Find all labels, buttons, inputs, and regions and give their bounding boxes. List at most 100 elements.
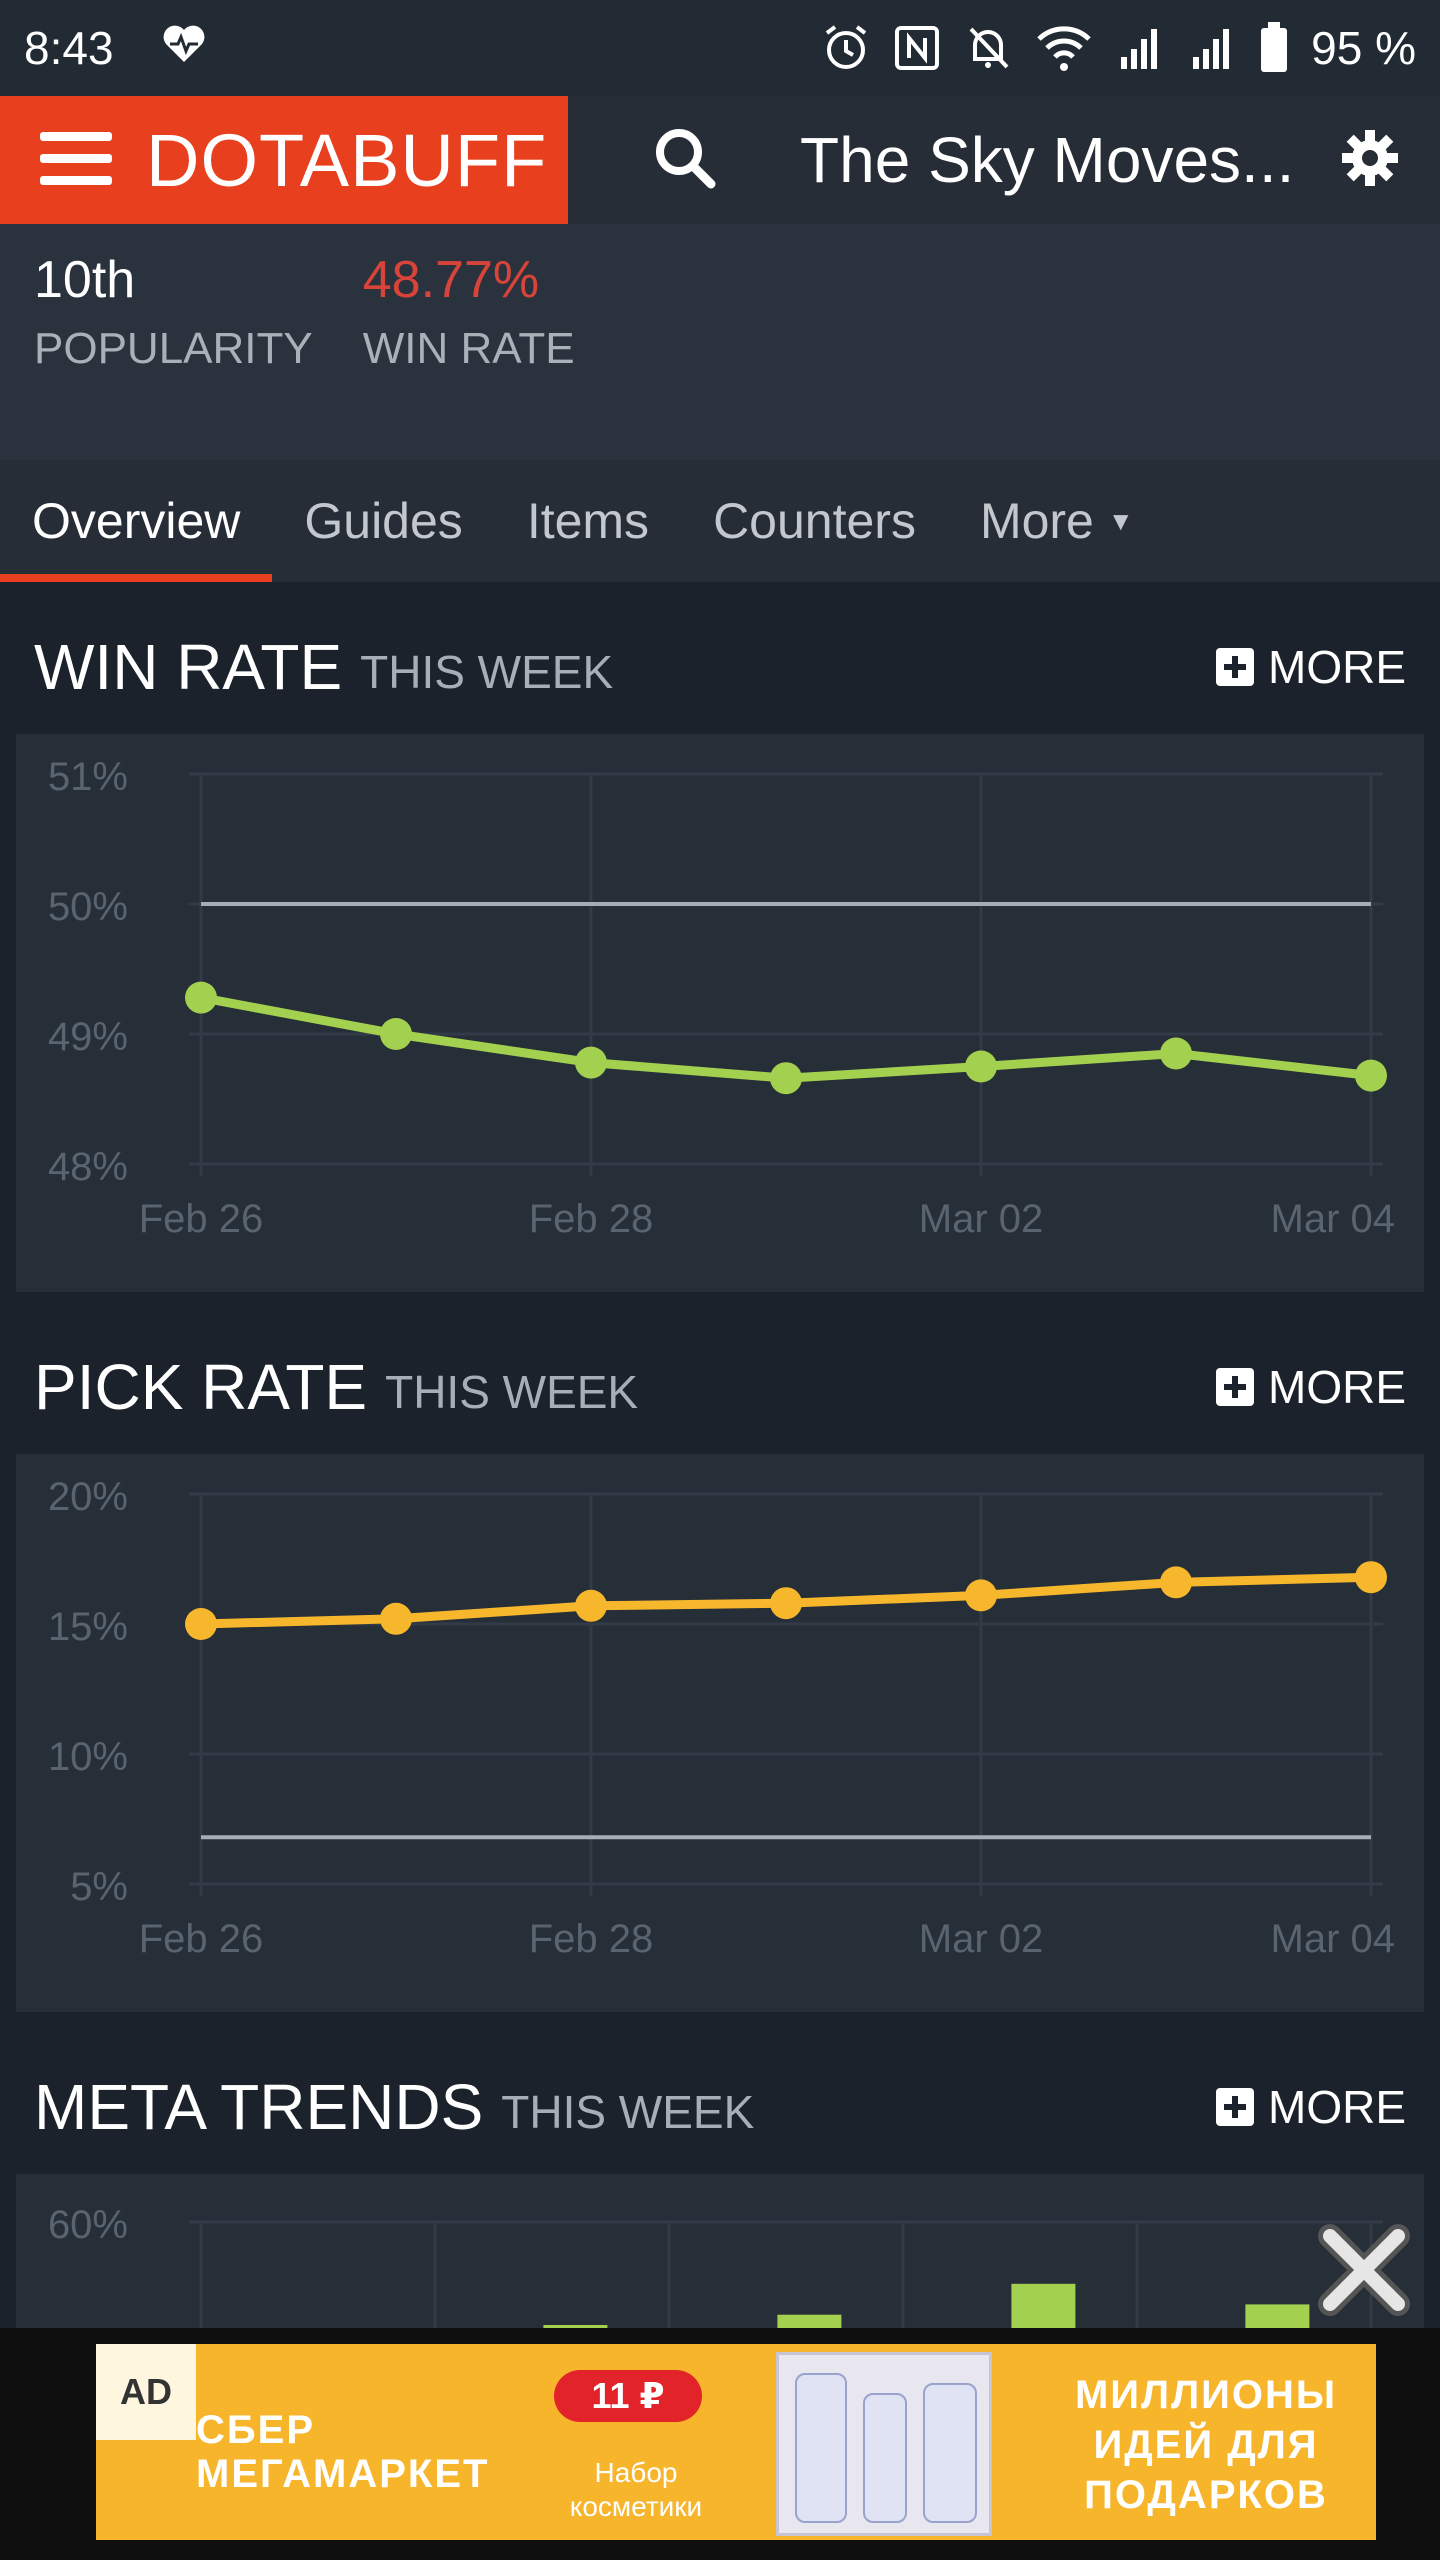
data-point — [965, 1050, 997, 1083]
more-label: MORE — [1268, 1361, 1406, 1413]
brand-logo[interactable]: DOTABUFF — [0, 96, 568, 224]
section-subtitle: THIS WEEK — [385, 1366, 639, 1418]
data-point — [770, 1062, 802, 1095]
data-point — [1355, 1059, 1387, 1092]
bell-off-icon — [963, 23, 1013, 73]
ad-tagline-line: МИЛЛИОНЫ — [1074, 2373, 1338, 2417]
stat-value: 48.77% — [362, 251, 540, 309]
y-tick-label: 49% — [48, 1015, 128, 1059]
pick-rate-chart: 20% 15% 10% 5% Feb 26 Feb 28 Mar 02 Mar 04 — [16, 1454, 1424, 2012]
section-header: PICK RATE THIS WEEK MORE — [0, 1320, 1440, 1454]
stat-win-rate: 48.77% WIN RATE — [363, 250, 575, 434]
ad-banner[interactable]: AD СБЕР МЕГАМАРКЕТ 11 ₽ Набор косметики … — [96, 2344, 1376, 2540]
win-rate-chart: 51% 50% 49% 48% Feb 26 Feb 28 Mar 02 Mar 04 — [16, 734, 1424, 1292]
x-tick-label: Feb 28 — [529, 1197, 654, 1241]
ad-label: AD — [96, 2344, 196, 2440]
section-title: WIN RATE — [34, 631, 343, 703]
signal-icon — [1115, 23, 1165, 73]
tab-label: Counters — [713, 493, 916, 549]
data-point — [185, 981, 217, 1014]
ad-tagline: МИЛЛИОНЫ ИДЕЙ ДЛЯ ПОДАРКОВ — [1056, 2370, 1356, 2520]
x-tick-label: Mar 02 — [919, 1917, 1044, 1961]
ad-brand-line: МЕГАМАРКЕТ — [196, 2452, 490, 2496]
data-point — [575, 1046, 607, 1079]
settings-button[interactable] — [1340, 128, 1400, 193]
ad-caption-line: Набор — [594, 2457, 678, 2488]
ad-product-image — [776, 2352, 992, 2536]
section-title: META TRENDS — [34, 2071, 484, 2143]
section-title: PICK RATE — [34, 1351, 368, 1423]
ad-bottle — [795, 2373, 847, 2523]
data-point — [770, 1587, 802, 1620]
x-tick-label: Feb 28 — [529, 1917, 654, 1961]
tab-label: Guides — [304, 493, 463, 549]
caret-down-icon: ▼ — [1107, 505, 1134, 536]
stat-value: 10th — [34, 251, 136, 309]
ad-caption: Набор косметики — [556, 2456, 716, 2524]
y-tick-label: 15% — [48, 1605, 128, 1649]
stat-popularity: 10th POPULARITY — [34, 250, 313, 434]
y-tick-label: 5% — [70, 1865, 128, 1909]
pick-rate-chart-svg: 20% 15% 10% 5%Feb 26 Feb 28 Mar 02 Mar 04 — [48, 1475, 1396, 1961]
brand-name: DOTABUFF — [146, 118, 548, 202]
data-point — [1160, 1037, 1192, 1070]
stat-label: WIN RATE — [362, 324, 575, 373]
pick-rate-more-button[interactable]: MORE — [1216, 1360, 1406, 1414]
ad-caption-line: косметики — [569, 2491, 703, 2522]
meta-trends-more-button[interactable]: MORE — [1216, 2080, 1406, 2134]
data-point — [380, 1018, 412, 1050]
x-tick-label: Mar 02 — [919, 1197, 1044, 1241]
ad-container: AD СБЕР МЕГАМАРКЕТ 11 ₽ Набор косметики … — [0, 2328, 1440, 2560]
search-icon — [653, 126, 717, 195]
plus-box-icon — [1216, 1368, 1254, 1406]
wifi-icon — [1035, 23, 1093, 73]
tab-guides[interactable]: Guides — [272, 460, 494, 582]
ad-brand-line: СБЕР — [196, 2408, 315, 2452]
x-tick-label: Feb 26 — [139, 1197, 264, 1241]
more-label: MORE — [1268, 641, 1406, 693]
tab-overview[interactable]: Overview — [0, 460, 273, 582]
y-tick-label: 20% — [48, 1475, 128, 1519]
battery-icon — [1259, 22, 1289, 74]
tab-bar: Overview Guides Items Counters More ▼ — [0, 460, 1440, 582]
signal-2-icon — [1187, 23, 1237, 73]
ad-price: 11 ₽ — [554, 2370, 702, 2422]
plus-box-icon — [1216, 2088, 1254, 2126]
tab-label: More — [979, 493, 1094, 549]
x-tick-label: Mar 04 — [1271, 1197, 1396, 1241]
win-rate-section: WIN RATE THIS WEEK MORE 51% 50% 49% 48% Feb … — [0, 600, 1440, 1292]
stat-label: POPULARITY — [34, 324, 313, 373]
alarm-icon — [821, 23, 871, 73]
x-tick-label: Mar 04 — [1271, 1917, 1396, 1961]
tab-more[interactable]: More ▼ — [948, 460, 1166, 582]
data-point — [185, 1608, 217, 1640]
data-point — [1160, 1566, 1192, 1599]
section-subtitle: THIS WEEK — [501, 2086, 755, 2138]
y-tick-label: 60% — [48, 2203, 128, 2247]
win-rate-more-button[interactable]: MORE — [1216, 640, 1406, 694]
x-tick-label: Feb 26 — [139, 1917, 264, 1961]
hero-stats: 10th POPULARITY 48.77% WIN RATE — [0, 224, 1440, 460]
battery-percent: 95 % — [1311, 22, 1416, 74]
ad-close-button[interactable] — [1316, 2222, 1412, 2318]
hamburger-menu-icon[interactable] — [40, 128, 112, 193]
search-button[interactable] — [650, 125, 720, 195]
data-point — [575, 1589, 607, 1622]
data-point — [965, 1579, 997, 1612]
y-tick-label: 10% — [48, 1735, 128, 1779]
section-subtitle: THIS WEEK — [360, 646, 614, 698]
more-label: MORE — [1268, 2081, 1406, 2133]
tab-label: Items — [526, 493, 650, 549]
tab-items[interactable]: Items — [495, 460, 681, 582]
section-header: WIN RATE THIS WEEK MORE — [0, 600, 1440, 734]
win-rate-chart-svg: 51% 50% 49% 48%Feb 26 Feb 28 Mar 02 Mar 04 — [48, 755, 1396, 1241]
tab-counters[interactable]: Counters — [681, 460, 948, 582]
ad-brand: СБЕР МЕГАМАРКЕТ — [196, 2408, 489, 2496]
ad-tagline-line: ПОДАРКОВ — [1084, 2473, 1328, 2517]
page-title: The Sky Moves... — [800, 124, 1295, 196]
status-time: 8:43 — [24, 22, 114, 74]
heart-pulse-icon — [162, 21, 206, 75]
ad-tagline-line: ИДЕЙ ДЛЯ — [1093, 2423, 1319, 2467]
tab-label: Overview — [32, 493, 241, 549]
y-tick-label: 50% — [48, 885, 128, 929]
